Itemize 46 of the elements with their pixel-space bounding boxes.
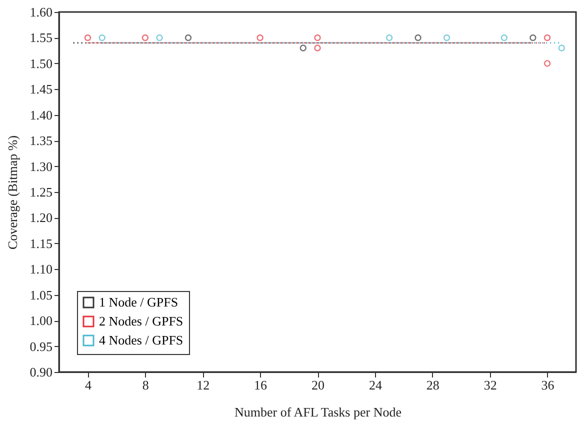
legend-label: 1 Node / GPFS bbox=[99, 294, 178, 310]
y-tick-label: 1.00 bbox=[30, 313, 52, 328]
x-tick-label: 4 bbox=[84, 378, 92, 392]
y-tick-label: 1.10 bbox=[30, 262, 52, 277]
y-tick-label: 1.40 bbox=[30, 107, 52, 122]
y-axis-title: Coverage (Bitmap %) bbox=[4, 135, 20, 250]
x-tick-label: 20 bbox=[312, 378, 324, 392]
y-tick-label: 1.35 bbox=[30, 133, 52, 148]
x-axis-title: Number of AFL Tasks per Node bbox=[234, 404, 402, 420]
x-tick-label: 28 bbox=[426, 378, 440, 392]
point bbox=[314, 34, 321, 42]
point bbox=[98, 34, 106, 42]
point bbox=[84, 34, 92, 42]
point bbox=[414, 34, 422, 42]
y-tick-label: 1.15 bbox=[30, 236, 52, 251]
y-tick-label: 1.55 bbox=[30, 30, 52, 46]
y-tick-label: 1.25 bbox=[30, 184, 52, 200]
y-tick-label: 1.05 bbox=[30, 287, 52, 302]
y-tick-label: 1.30 bbox=[30, 158, 52, 174]
point bbox=[300, 44, 306, 52]
x-tick-label: 12 bbox=[196, 378, 210, 392]
legend-label: 2 Nodes / GPFS bbox=[99, 314, 184, 328]
point bbox=[544, 60, 551, 67]
point bbox=[156, 34, 163, 42]
point bbox=[314, 44, 321, 52]
point bbox=[500, 34, 508, 42]
x-tick-label: 16 bbox=[254, 378, 268, 392]
x-tick-label: 36 bbox=[541, 378, 555, 392]
y-tick-label: 1.20 bbox=[30, 210, 52, 226]
y-tick-label: 1.45 bbox=[30, 82, 52, 97]
point bbox=[256, 34, 264, 42]
point bbox=[142, 34, 149, 42]
point bbox=[443, 34, 450, 42]
legend-label: 4 Nodes / GPFS bbox=[99, 332, 184, 348]
y-tick-label: 1.50 bbox=[30, 56, 52, 71]
y-tick-label: 0.95 bbox=[30, 338, 52, 354]
point bbox=[558, 44, 565, 52]
point bbox=[530, 34, 536, 42]
point bbox=[544, 34, 551, 42]
x-tick-label: 24 bbox=[368, 378, 382, 392]
y-tick-label: 0.90 bbox=[30, 364, 52, 380]
x-tick-label: 8 bbox=[142, 378, 149, 392]
point bbox=[386, 34, 393, 42]
point bbox=[184, 34, 192, 42]
x-tick-label: 32 bbox=[484, 378, 497, 392]
y-tick-label: 1.60 bbox=[30, 4, 52, 20]
